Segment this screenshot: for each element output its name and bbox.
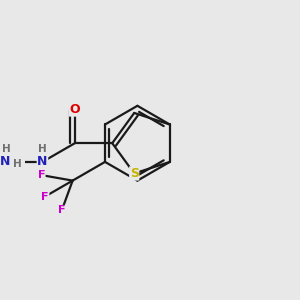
Text: F: F — [41, 191, 49, 202]
Text: H: H — [38, 144, 47, 154]
Text: S: S — [130, 167, 139, 180]
Text: F: F — [38, 170, 45, 180]
Text: O: O — [70, 103, 80, 116]
Text: H: H — [13, 159, 21, 169]
Text: N: N — [37, 155, 48, 168]
Text: H: H — [2, 144, 11, 154]
Text: N: N — [0, 155, 10, 168]
Text: F: F — [58, 206, 65, 215]
